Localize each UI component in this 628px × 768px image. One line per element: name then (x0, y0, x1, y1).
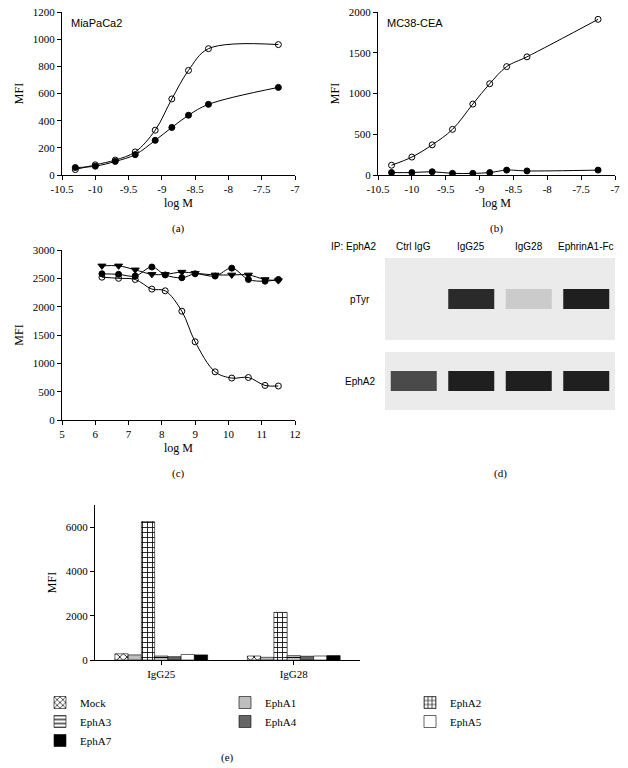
svg-text:EphA5: EphA5 (450, 716, 482, 728)
svg-text:log M: log M (164, 196, 193, 210)
svg-text:-9.5: -9.5 (437, 183, 455, 195)
svg-text:(c): (c) (172, 467, 185, 480)
svg-text:500: 500 (354, 128, 371, 140)
svg-text:11: 11 (256, 428, 267, 440)
svg-text:1000: 1000 (33, 357, 56, 369)
svg-text:-8.5: -8.5 (505, 183, 523, 195)
svg-text:2000: 2000 (33, 301, 56, 313)
svg-text:-9.5: -9.5 (120, 183, 138, 195)
svg-text:MFI: MFI (45, 572, 59, 593)
svg-text:0: 0 (49, 414, 55, 426)
svg-text:-8.5: -8.5 (186, 183, 204, 195)
svg-text:IgG28: IgG28 (515, 241, 543, 252)
svg-text:4000: 4000 (66, 565, 89, 577)
svg-text:EphrinA1-Fc: EphrinA1-Fc (558, 241, 614, 252)
svg-text:pTyr: pTyr (350, 294, 370, 305)
svg-text:7: 7 (126, 428, 132, 440)
svg-text:1000: 1000 (349, 87, 372, 99)
svg-text:10: 10 (223, 428, 235, 440)
svg-text:-10: -10 (405, 183, 420, 195)
svg-text:MFI: MFI (12, 324, 26, 345)
svg-text:-9: -9 (157, 183, 167, 195)
svg-text:Ctrl IgG: Ctrl IgG (396, 241, 431, 252)
svg-text:200: 200 (38, 142, 55, 154)
svg-text:IgG28: IgG28 (280, 668, 309, 680)
svg-text:log M: log M (164, 441, 193, 455)
svg-text:-7: -7 (610, 183, 620, 195)
svg-text:MC38-CEA: MC38-CEA (387, 17, 443, 29)
svg-text:(b): (b) (490, 222, 503, 235)
svg-text:5: 5 (59, 428, 65, 440)
svg-text:0: 0 (365, 169, 371, 181)
svg-text:-8: -8 (543, 183, 553, 195)
svg-text:log M: log M (482, 196, 511, 210)
svg-text:600: 600 (38, 87, 55, 99)
svg-text:MFI: MFI (328, 83, 342, 104)
svg-text:(d): (d) (494, 467, 507, 480)
svg-text:1200: 1200 (33, 6, 56, 18)
svg-text:-7: -7 (290, 183, 300, 195)
svg-text:0: 0 (82, 654, 88, 666)
svg-text:1500: 1500 (33, 329, 56, 341)
svg-text:EphA2: EphA2 (450, 697, 481, 709)
svg-text:Mock: Mock (80, 697, 106, 709)
svg-text:-10.5: -10.5 (367, 183, 390, 195)
svg-text:EphA4: EphA4 (265, 716, 297, 728)
svg-text:-9: -9 (475, 183, 485, 195)
svg-text:0: 0 (49, 169, 55, 181)
svg-text:8: 8 (159, 428, 165, 440)
svg-text:EphA1: EphA1 (265, 697, 296, 709)
svg-text:2000: 2000 (66, 610, 89, 622)
svg-text:6000: 6000 (66, 521, 89, 533)
svg-text:500: 500 (38, 386, 55, 398)
svg-text:3000: 3000 (33, 244, 56, 256)
svg-text:(a): (a) (172, 222, 185, 235)
svg-text:IgG25: IgG25 (457, 241, 485, 252)
svg-text:1000: 1000 (33, 33, 56, 45)
svg-text:MFI: MFI (12, 83, 26, 104)
svg-text:EphA3: EphA3 (80, 716, 112, 728)
svg-text:1500: 1500 (349, 47, 372, 59)
svg-text:9: 9 (192, 428, 198, 440)
svg-text:2500: 2500 (33, 272, 56, 284)
svg-text:IP: EphA2: IP: EphA2 (331, 241, 376, 252)
svg-text:IgG25: IgG25 (147, 668, 176, 680)
svg-text:2000: 2000 (349, 6, 372, 18)
svg-text:-10.5: -10.5 (51, 183, 74, 195)
svg-text:800: 800 (38, 60, 55, 72)
svg-text:-8: -8 (224, 183, 234, 195)
svg-text:400: 400 (38, 115, 55, 127)
svg-text:-7.5: -7.5 (253, 183, 271, 195)
svg-text:EphA2: EphA2 (345, 376, 375, 387)
svg-text:MiaPaCa2: MiaPaCa2 (71, 17, 122, 29)
svg-text:6: 6 (93, 428, 99, 440)
svg-text:-7.5: -7.5 (572, 183, 590, 195)
svg-text:12: 12 (290, 428, 301, 440)
svg-text:-10: -10 (88, 183, 103, 195)
svg-text:(e): (e) (221, 751, 234, 764)
svg-text:EphA7: EphA7 (80, 735, 112, 747)
